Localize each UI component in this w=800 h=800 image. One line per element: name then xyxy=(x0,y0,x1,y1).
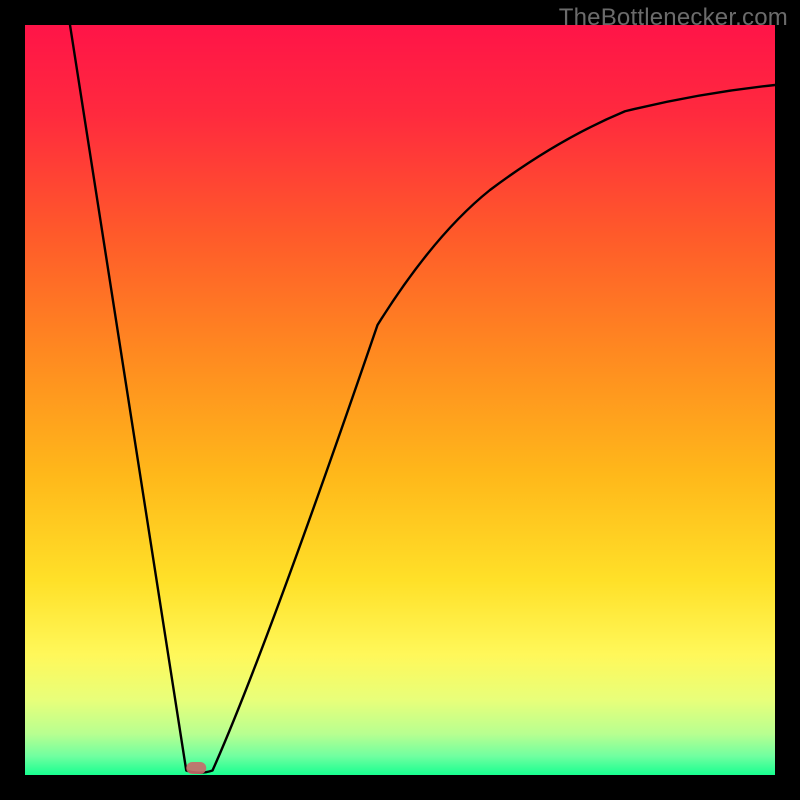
plot-area xyxy=(25,25,775,775)
valley-marker xyxy=(186,762,206,774)
chart-stage: { "canvas": { "width": 800, "height": 80… xyxy=(0,0,800,800)
bottleneck-curve xyxy=(70,25,775,773)
curve-svg xyxy=(25,25,775,775)
chart-frame xyxy=(25,25,775,775)
